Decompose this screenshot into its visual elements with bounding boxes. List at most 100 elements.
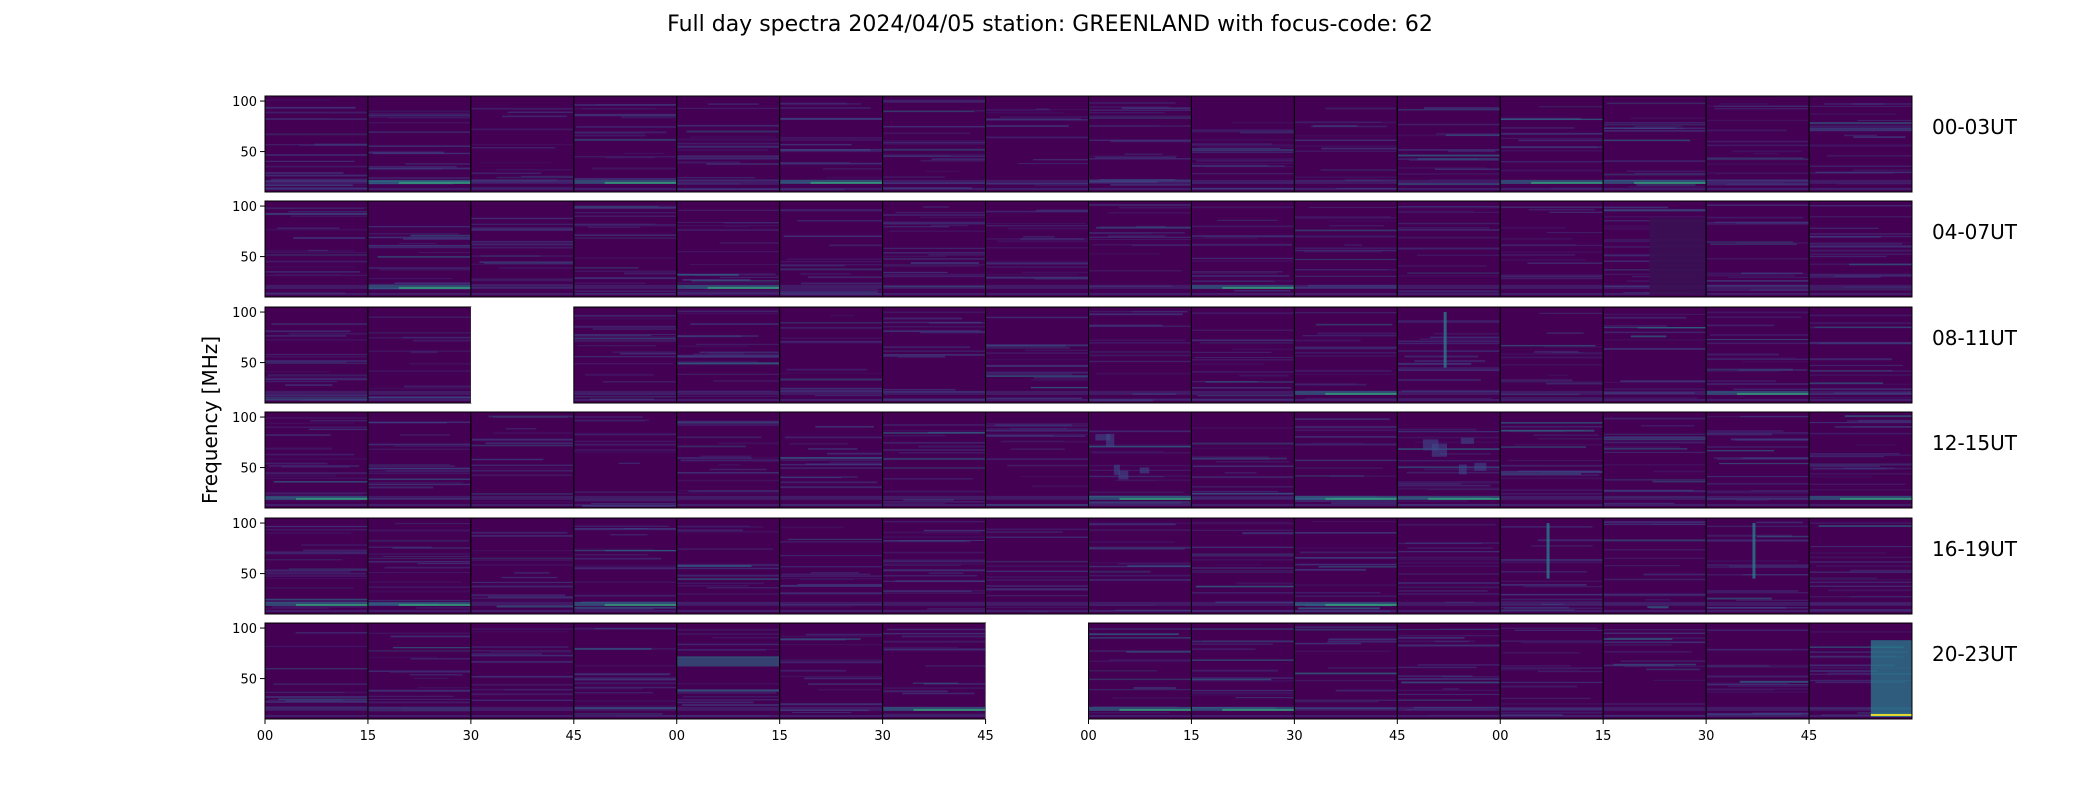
panel-background	[779, 518, 883, 614]
spectral-line	[928, 572, 964, 574]
spectral-line	[1294, 563, 1398, 566]
spectral-line	[1088, 574, 1192, 577]
burst-patch	[1139, 467, 1150, 474]
spectral-line	[1652, 480, 1707, 483]
low-frequency-band	[1294, 187, 1398, 190]
spectral-line	[1706, 144, 1810, 147]
spectral-line	[1603, 632, 1707, 634]
spectral-line	[1088, 354, 1192, 357]
spectral-line	[1305, 397, 1398, 400]
spectral-line	[265, 160, 355, 162]
low-frequency-band	[265, 187, 368, 190]
spectral-line	[1836, 183, 1912, 185]
spectral-line	[1809, 227, 1879, 230]
spectrum-panel	[676, 95, 781, 193]
spectral-line	[1397, 689, 1501, 691]
spectral-line	[1191, 689, 1295, 692]
spectrum-panel	[470, 200, 575, 298]
spectral-line	[1603, 714, 1707, 717]
spectral-line	[779, 188, 845, 191]
spectral-line	[676, 563, 780, 565]
spectral-line	[918, 445, 986, 448]
spectral-line	[779, 327, 883, 329]
spectral-line	[265, 645, 368, 648]
spectral-line	[919, 331, 986, 334]
spectral-line	[1445, 134, 1501, 136]
spectrum-panel	[470, 622, 575, 720]
spectral-line	[676, 593, 780, 595]
spectral-line	[265, 118, 368, 121]
spectral-line	[1603, 595, 1707, 597]
spectral-line	[265, 500, 361, 502]
spectral-line	[367, 225, 471, 228]
low-frequency-band	[1191, 495, 1295, 500]
spectral-line	[1397, 173, 1501, 175]
spectral-line	[1090, 399, 1154, 402]
spectrum-panel	[779, 411, 884, 509]
spectral-line	[1533, 434, 1599, 436]
spectral-line	[265, 180, 368, 182]
spectral-line	[1630, 335, 1667, 338]
spectral-line	[1294, 500, 1398, 502]
spectral-line	[1417, 663, 1501, 666]
spectral-line	[1236, 582, 1295, 585]
spectral-line	[410, 234, 471, 237]
panel-background	[1706, 412, 1810, 508]
spectral-line	[1088, 501, 1192, 503]
spectral-line	[1112, 697, 1192, 699]
spectral-line	[1547, 374, 1568, 377]
low-frequency-band	[1500, 398, 1604, 401]
spectral-line	[618, 462, 640, 465]
low-frequency-band	[985, 284, 1089, 289]
spectral-line	[1706, 682, 1789, 685]
spectral-line	[1706, 591, 1810, 594]
spectral-line	[779, 457, 883, 460]
spectral-line	[265, 360, 368, 362]
spectral-line	[293, 237, 366, 239]
spectral-line	[1633, 125, 1682, 128]
spectral-line	[676, 526, 764, 528]
spectral-line	[1741, 272, 1803, 274]
spectral-line	[882, 490, 986, 493]
spectral-line	[1191, 529, 1295, 531]
spectral-line	[779, 592, 883, 595]
spectral-line	[367, 656, 438, 658]
spectrum-panel	[1705, 95, 1810, 193]
spectral-line	[792, 712, 852, 714]
spectrum-panel	[985, 95, 1089, 193]
spectral-line	[1118, 206, 1192, 209]
spectral-line	[1109, 659, 1192, 661]
spectral-line	[1191, 312, 1294, 315]
spectral-line	[1740, 415, 1810, 418]
spectral-line	[1809, 673, 1912, 676]
spectral-line	[779, 659, 883, 661]
spectral-line	[1117, 562, 1192, 565]
spectral-line	[1546, 382, 1604, 385]
spectral-line	[1397, 666, 1477, 669]
spectral-line	[367, 690, 471, 692]
spectral-line	[1242, 532, 1295, 535]
x-tick-label: 00	[1492, 729, 1509, 744]
spectral-line	[1728, 276, 1810, 278]
spectral-line	[1603, 388, 1707, 390]
spectral-line	[573, 528, 677, 530]
spectral-line	[695, 343, 780, 345]
row-label: 20-23UT	[1932, 642, 2018, 666]
spectral-line	[787, 538, 883, 541]
spectrum-panel	[779, 622, 884, 720]
spectral-line	[1203, 165, 1295, 168]
spectral-line	[573, 686, 677, 689]
spectral-line	[1294, 373, 1398, 375]
spectrum-panel	[1396, 95, 1501, 193]
spectral-line	[265, 598, 368, 601]
spectral-line	[1603, 502, 1675, 505]
spectral-line	[1088, 311, 1187, 313]
spectral-line	[1088, 179, 1192, 181]
spectral-line	[1294, 610, 1391, 613]
spectral-line	[513, 572, 550, 574]
spectral-line	[265, 165, 368, 168]
spectral-line	[1809, 571, 1912, 573]
spectral-line	[1195, 585, 1295, 588]
spectral-line	[1191, 522, 1295, 525]
